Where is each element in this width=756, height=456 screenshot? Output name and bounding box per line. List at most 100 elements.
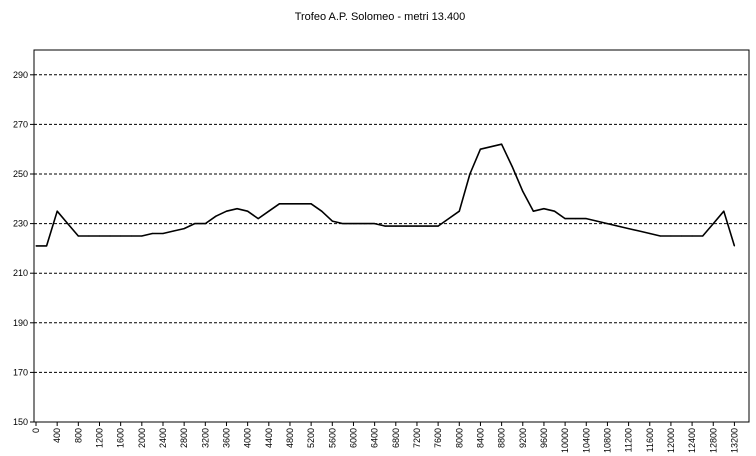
data-point	[659, 235, 661, 237]
data-point	[289, 203, 291, 205]
data-point	[522, 190, 524, 192]
data-point	[342, 223, 344, 225]
data-point	[77, 235, 79, 237]
data-point	[532, 210, 534, 212]
data-point	[405, 225, 407, 227]
data-point	[649, 232, 651, 235]
data-point	[352, 223, 355, 225]
x-tick-label: 2400	[158, 428, 168, 448]
plot-area	[33, 49, 750, 423]
x-tick-label: 4800	[285, 428, 295, 448]
data-point	[553, 210, 556, 212]
data-point	[194, 223, 196, 225]
data-point	[638, 230, 640, 232]
data-point	[680, 235, 683, 237]
x-tick-label: 9600	[539, 428, 549, 448]
x-tick-label: 12000	[666, 428, 676, 453]
x-tick-label: 9200	[518, 428, 528, 448]
data-point	[426, 225, 429, 227]
data-point	[374, 223, 376, 225]
x-tick-label: 5600	[327, 428, 337, 448]
x-tick-label: 2800	[179, 428, 189, 448]
data-point	[98, 235, 101, 237]
data-point	[617, 225, 619, 227]
x-tick-label: 6000	[348, 428, 358, 448]
data-point	[627, 227, 630, 230]
data-point	[321, 210, 323, 212]
data-point	[723, 210, 725, 212]
data-point	[691, 235, 693, 237]
y-tick-label: 270	[13, 119, 28, 129]
data-point	[395, 225, 397, 227]
data-point	[469, 173, 471, 175]
y-tick-label: 150	[13, 417, 28, 427]
x-tick-label: 8400	[475, 428, 485, 448]
series-layer	[35, 143, 736, 247]
y-axis: 150 170 190 210 230 250 270 290	[13, 70, 34, 427]
x-tick-label: 12800	[708, 428, 718, 453]
data-point	[247, 210, 249, 212]
x-tick-label: 12400	[687, 428, 697, 453]
x-tick-label: 7600	[433, 428, 443, 448]
data-point	[564, 218, 566, 220]
data-point	[585, 218, 587, 220]
data-point	[236, 208, 238, 210]
x-tick-label: 6800	[391, 428, 401, 448]
data-point	[733, 245, 736, 247]
x-tick-label: 7200	[412, 428, 422, 448]
y-tick-label: 290	[13, 70, 28, 80]
data-point	[67, 223, 69, 225]
data-point	[458, 210, 460, 212]
x-tick-label: 1600	[116, 428, 126, 448]
x-tick-label: 10000	[560, 428, 570, 453]
data-point	[501, 143, 503, 145]
x-tick-label: 400	[52, 428, 62, 443]
x-tick-label: 4400	[264, 428, 274, 448]
y-tick-label: 190	[13, 318, 28, 328]
data-point	[606, 223, 609, 225]
data-point	[183, 227, 185, 230]
y-tick-label: 210	[13, 268, 28, 278]
data-point	[575, 218, 577, 220]
x-tick-label: 8800	[497, 428, 507, 448]
y-tick-label: 250	[13, 169, 28, 179]
data-point	[45, 245, 48, 247]
x-tick-label: 0	[31, 428, 41, 433]
data-point	[490, 146, 492, 148]
data-point	[56, 210, 58, 212]
x-tick-label: 800	[73, 428, 83, 443]
data-point	[331, 220, 333, 222]
data-point	[384, 225, 386, 227]
data-point	[511, 165, 513, 168]
x-tick-label: 5200	[306, 428, 316, 448]
x-tick-label: 2000	[137, 428, 147, 448]
y-tick-label: 170	[13, 367, 28, 377]
chart-title: Trofeo A.P. Solomeo - metri 13.400	[295, 11, 466, 23]
x-tick-label: 13200	[729, 428, 739, 453]
data-point	[225, 210, 228, 212]
data-point	[310, 203, 312, 205]
data-point	[109, 235, 111, 237]
x-tick-label: 4000	[243, 428, 253, 448]
x-tick-label: 3600	[221, 428, 231, 448]
data-point	[543, 208, 545, 210]
x-tick-label: 1200	[94, 428, 104, 448]
data-point	[204, 223, 206, 225]
x-tick-label: 11200	[624, 428, 634, 452]
data-point	[363, 223, 365, 225]
y-tick-label: 230	[13, 219, 28, 229]
x-axis: 0 400 800 1200 1600 2000 2400 2800 3200 3600 4000 4…	[31, 422, 739, 453]
data-point	[130, 235, 132, 237]
data-point	[257, 218, 259, 220]
data-point	[268, 210, 270, 212]
data-point	[712, 223, 714, 225]
x-tick-label: 10400	[581, 428, 591, 453]
data-point	[479, 148, 482, 150]
grid-lines	[34, 74, 749, 373]
data-point	[162, 232, 164, 235]
data-point	[278, 203, 280, 205]
x-tick-label: 3200	[200, 428, 210, 448]
data-point	[88, 235, 90, 237]
data-point	[151, 232, 154, 235]
